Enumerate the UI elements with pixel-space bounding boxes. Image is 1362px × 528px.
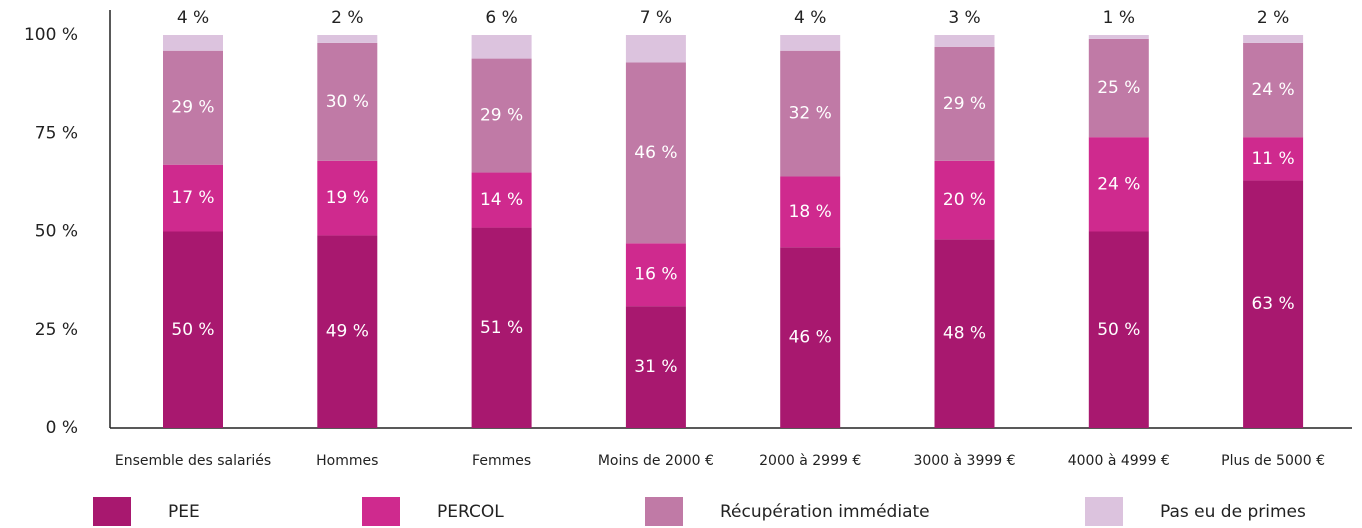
data-label: 2 % xyxy=(1257,8,1289,28)
data-label: 4 % xyxy=(794,8,826,28)
bar-segment xyxy=(625,243,686,307)
bar-segment xyxy=(1088,38,1149,138)
data-label: 32 % xyxy=(789,104,832,124)
data-label: 20 % xyxy=(943,190,986,210)
data-label: 51 % xyxy=(480,318,523,338)
data-label: 63 % xyxy=(1251,294,1294,314)
data-label: 3 % xyxy=(948,8,980,28)
y-tick-label: 0 % xyxy=(46,418,78,438)
bar-segment xyxy=(780,247,841,428)
bar-segment xyxy=(780,35,841,51)
bar-segment xyxy=(163,164,223,232)
bar-segment xyxy=(1243,137,1304,181)
data-label: 48 % xyxy=(943,324,986,344)
bar-segment xyxy=(1243,42,1304,138)
bar-segment xyxy=(1088,137,1149,232)
data-label: 19 % xyxy=(326,188,369,208)
bar-segment xyxy=(471,172,532,228)
data-label: 14 % xyxy=(480,190,523,210)
x-tick-label: Femmes xyxy=(472,453,531,469)
legend-label: Récupération immédiate xyxy=(720,502,930,522)
bar-segment xyxy=(163,50,223,165)
bar-segment xyxy=(1243,35,1304,43)
bar-segment xyxy=(317,35,378,43)
x-tick-label: Moins de 2000 € xyxy=(598,453,714,469)
legend-swatch xyxy=(1085,497,1123,526)
bar-segment xyxy=(471,35,532,59)
data-label: 30 % xyxy=(326,92,369,112)
data-label: 11 % xyxy=(1251,149,1294,169)
x-tick-label: 2000 à 2999 € xyxy=(759,453,861,469)
y-tick-label: 25 % xyxy=(35,320,78,340)
bar-segment xyxy=(1088,35,1149,39)
bar-segment xyxy=(471,227,532,428)
data-label: 49 % xyxy=(326,322,369,342)
y-tick-label: 50 % xyxy=(35,222,78,242)
data-label: 7 % xyxy=(640,8,672,28)
data-label: 31 % xyxy=(634,357,677,377)
y-tick-label: 75 % xyxy=(35,123,78,143)
legend-label: Pas eu de primes xyxy=(1160,502,1306,522)
bar-segment xyxy=(317,160,378,236)
x-tick-label: Plus de 5000 € xyxy=(1221,453,1325,469)
bar-segment xyxy=(1088,231,1149,428)
data-label: 50 % xyxy=(171,320,214,340)
data-label: 2 % xyxy=(331,8,363,28)
x-tick-label: Ensemble des salariés xyxy=(115,453,271,469)
data-label: 24 % xyxy=(1097,174,1140,194)
bar-segment xyxy=(780,176,841,248)
data-label: 16 % xyxy=(634,265,677,285)
bar-segment xyxy=(317,42,378,161)
bar-segment xyxy=(780,50,841,177)
data-label: 29 % xyxy=(480,106,523,126)
bar-segment xyxy=(163,231,223,428)
data-label: 46 % xyxy=(634,143,677,163)
bar-segment xyxy=(625,62,686,244)
data-label: 29 % xyxy=(943,94,986,114)
data-label: 46 % xyxy=(789,328,832,348)
bar-segment xyxy=(625,35,686,63)
data-label: 6 % xyxy=(485,8,517,28)
bar-segment xyxy=(934,46,995,161)
bar-segment xyxy=(163,35,223,51)
bar-segment xyxy=(471,58,532,173)
bar-segment xyxy=(934,35,995,47)
data-label: 50 % xyxy=(1097,320,1140,340)
data-label: 25 % xyxy=(1097,78,1140,98)
data-label: 18 % xyxy=(789,202,832,222)
bar-segment xyxy=(1243,180,1304,428)
bar-segment xyxy=(317,235,378,428)
legend-swatch xyxy=(362,497,400,526)
y-tick-label: 100 % xyxy=(24,25,78,45)
legend-swatch xyxy=(93,497,131,526)
legend-label: PERCOL xyxy=(437,502,504,522)
x-tick-label: 4000 à 4999 € xyxy=(1068,453,1170,469)
legend-swatch xyxy=(645,497,683,526)
x-tick-label: Hommes xyxy=(316,453,378,469)
bar-segment xyxy=(625,306,686,428)
data-label: 24 % xyxy=(1251,80,1294,100)
data-label: 1 % xyxy=(1103,8,1135,28)
bar-segment xyxy=(934,160,995,240)
x-tick-label: 3000 à 3999 € xyxy=(913,453,1015,469)
legend-label: PEE xyxy=(168,502,200,522)
data-label: 4 % xyxy=(177,8,209,28)
data-label: 29 % xyxy=(171,98,214,118)
data-label: 17 % xyxy=(171,188,214,208)
bar-segment xyxy=(934,239,995,428)
